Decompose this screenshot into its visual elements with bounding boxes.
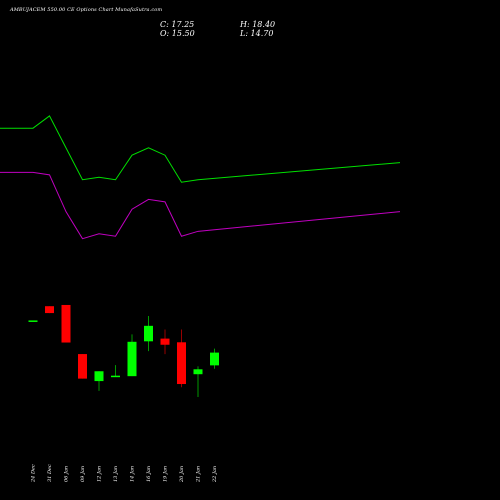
chart-title: AMBUJACEM 550.00 CE Options Chart Munafa… (10, 7, 163, 13)
x-tick-label: 12 Jan (97, 466, 103, 482)
candle-body (45, 306, 54, 314)
candle-body (94, 371, 104, 382)
upper-band-line (0, 115, 401, 183)
x-tick-label: 16 Jan (146, 466, 152, 482)
x-tick-label: 31 Dec (47, 464, 53, 482)
x-tick-label: 24 Dec (31, 464, 37, 483)
x-tick-label: 14 Jan (130, 466, 136, 482)
x-tick-label: 13 Jan (113, 466, 119, 482)
x-tick-label: 21 Jan (196, 466, 202, 483)
x-tick-label: 09 Jan (80, 466, 86, 482)
close-value: C: 17.25 (160, 20, 195, 29)
candle-body (28, 320, 38, 322)
candle-body (193, 369, 203, 375)
candle-body (111, 375, 120, 378)
x-tick-label: 06 Jan (64, 466, 70, 482)
open-value: O: 15.50 (160, 29, 195, 38)
x-tick-label: 22 Jan (212, 466, 218, 483)
high-value: H: 18.40 (240, 20, 276, 29)
x-tick-label: 19 Jan (163, 466, 169, 482)
candle-body (177, 342, 186, 385)
lower-band-line (0, 171, 401, 240)
candle-body (78, 354, 87, 379)
low-value: L: 14.70 (240, 29, 274, 38)
candle-body (160, 338, 170, 345)
candle-body (144, 325, 153, 342)
candle-body (210, 352, 219, 366)
candle-body (127, 341, 137, 377)
candle-body (61, 304, 71, 343)
x-tick-label: 20 Jan (179, 466, 185, 483)
